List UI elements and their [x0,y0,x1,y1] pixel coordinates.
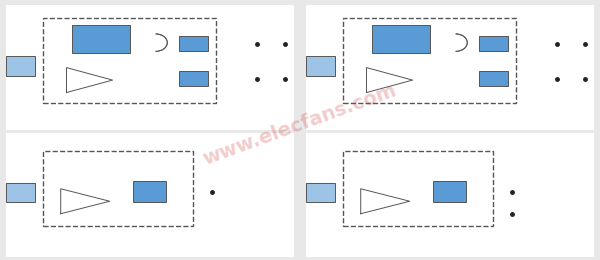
Text: R$_{02}$: R$_{02}$ [524,69,534,78]
Text: D$_{out2}$: D$_{out2}$ [129,29,142,38]
FancyBboxPatch shape [306,5,594,130]
Text: R$_1$: R$_1$ [528,204,535,213]
FancyBboxPatch shape [306,133,594,257]
Text: SoC: SoC [355,21,370,30]
Text: C$_0$: C$_0$ [269,42,277,51]
Text: V$_{Ref2}$ = V$_{bg}$*((R$_2$+R$_1$)/R$_2$): V$_{Ref2}$ = V$_{bg}$*((R$_2$+R$_1$)/R$_… [236,175,291,184]
FancyBboxPatch shape [6,56,35,76]
Text: CMP: CMP [371,199,387,204]
Text: V$_{bg}$: V$_{bg}$ [35,79,46,89]
FancyBboxPatch shape [179,71,208,86]
FancyBboxPatch shape [306,183,335,203]
Text: SoC: SoC [55,21,70,30]
Text: C$_0$: C$_0$ [525,190,532,199]
Text: R$_0$: R$_0$ [184,182,191,191]
Text: R$_0$: R$_0$ [226,34,233,43]
Text: CMP: CMP [76,77,92,83]
FancyBboxPatch shape [179,36,208,51]
Text: Analog
IN pin: Analog IN pin [12,61,29,72]
Text: C$_{02}$: C$_{02}$ [569,77,579,86]
FancyBboxPatch shape [6,5,294,130]
Text: Digital
Pin: Digital Pin [140,186,158,197]
FancyBboxPatch shape [479,71,508,86]
Text: Clk: Clk [401,56,409,61]
FancyBboxPatch shape [6,133,294,257]
Text: D$_{out1}$: D$_{out1}$ [415,79,428,88]
FancyBboxPatch shape [433,181,466,203]
Text: PWM
Duty Cycle = D: PWM Duty Cycle = D [79,34,123,44]
Text: Analog
IN pin: Analog IN pin [312,61,329,72]
Text: R$_0$: R$_0$ [526,34,533,43]
Text: V$_{Ref2}$ = Vbg(1-D$_{out2}$): V$_{Ref2}$ = Vbg(1-D$_{out2}$) [246,66,291,74]
FancyBboxPatch shape [72,25,130,53]
Text: R$_0$: R$_0$ [484,182,491,191]
Text: V$_{Ref1}$ = V$_{bg}$: V$_{Ref1}$ = V$_{bg}$ [563,65,591,75]
Text: www.elecfans.com: www.elecfans.com [200,81,400,169]
Text: V$_{Ref2}$=V$_{bg}$*(R$_2$/(R$_2$+R$_1$)): V$_{Ref2}$=V$_{bg}$*(R$_2$/(R$_2$+R$_1$)… [539,205,591,214]
FancyBboxPatch shape [372,25,430,53]
Text: R$_2$: R$_2$ [528,219,535,228]
Text: C. Amplifier with Analog Attenuation: C. Amplifier with Analog Attenuation [12,242,158,251]
FancyBboxPatch shape [133,181,166,203]
Text: Digital
Pin 2: Digital Pin 2 [185,38,201,49]
Text: B. Attenuator with Density Attenuation: B. Attenuator with Density Attenuation [312,115,467,125]
Text: Clk: Clk [56,222,64,227]
Text: Clk: Clk [101,56,109,61]
Text: Digital
Pin 1: Digital Pin 1 [485,73,501,84]
Polygon shape [142,34,155,51]
Text: +: + [348,86,353,93]
Polygon shape [455,34,467,51]
Polygon shape [61,189,110,214]
Text: D$_{out1}$: D$_{out1}$ [115,79,128,88]
Text: D. Attenuator with Analog Attenuation: D. Attenuator with Analog Attenuation [312,242,465,251]
Text: Clk: Clk [359,94,367,99]
Polygon shape [442,34,455,51]
Text: V$_{bg}$: V$_{bg}$ [335,79,346,89]
Text: V$_{Ref1}$ = V$_{bg}$: V$_{Ref1}$ = V$_{bg}$ [263,30,291,40]
Polygon shape [367,68,413,93]
Polygon shape [361,189,410,214]
FancyBboxPatch shape [306,56,335,76]
Text: Digital
Pin 1: Digital Pin 1 [185,73,201,84]
Text: PWM
Duty Cycle = D: PWM Duty Cycle = D [379,34,423,44]
FancyBboxPatch shape [479,36,508,51]
Text: D$_{out}$: D$_{out}$ [115,200,127,210]
FancyBboxPatch shape [6,183,35,203]
Polygon shape [155,34,167,51]
Text: +: + [42,214,48,220]
Text: V$_{Ref1}$ = V$_{bg}$: V$_{Ref1}$ = V$_{bg}$ [563,177,591,187]
Text: R$_{02}$: R$_{02}$ [224,69,234,78]
Text: CMP: CMP [71,199,87,204]
Text: V$_{bg}$: V$_{bg}$ [329,207,340,218]
Text: +: + [48,86,53,93]
Text: D$_{out3}$: D$_{out3}$ [466,33,479,42]
Text: V$_{Ref1}$ = V$_{bg}$: V$_{Ref1}$ = V$_{bg}$ [212,208,240,218]
Text: C$_{02}$: C$_{02}$ [269,77,279,86]
Text: Digital
Pin 2: Digital Pin 2 [485,38,501,49]
Text: D$_{out}$: D$_{out}$ [415,200,427,210]
Text: R$_1$: R$_1$ [228,165,235,174]
Polygon shape [67,68,113,93]
Text: Clk: Clk [356,222,364,227]
Text: V$_{Ref2}$ = Vbg*D$_{out2}$: V$_{Ref2}$ = Vbg*D$_{out2}$ [547,31,591,40]
Text: V$_{bg}$: V$_{bg}$ [29,207,40,218]
Text: D$_{out2}$: D$_{out2}$ [429,29,442,38]
Text: Digital
Pin: Digital Pin [440,186,458,197]
Text: R$_2$: R$_2$ [228,205,235,214]
Text: SoC: SoC [355,155,370,165]
Text: +: + [342,214,348,220]
Text: CMP: CMP [376,77,392,83]
Text: C$_0$: C$_0$ [225,190,232,199]
Text: Clk: Clk [59,94,67,99]
Text: A. Amplifier with Density Attenuation: A. Amplifier with Density Attenuation [12,115,161,125]
Text: Analog
IN pin: Analog IN pin [12,187,29,198]
Text: C$_0$: C$_0$ [569,42,577,51]
Text: Analog
IN pin: Analog IN pin [312,187,329,198]
Text: D$_{out3}$: D$_{out3}$ [166,33,179,42]
Text: V$_{Ref1}$ = V$_{bg}$: V$_{Ref1}$ = V$_{bg}$ [263,184,291,194]
Text: SoC: SoC [55,155,70,165]
